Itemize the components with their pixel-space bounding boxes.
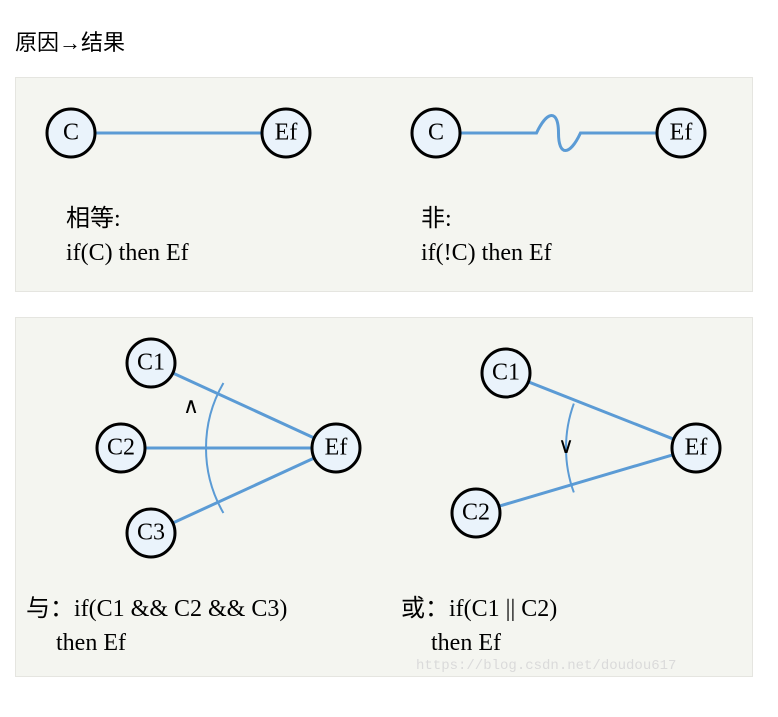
svg-text:Ef: Ef xyxy=(275,120,298,146)
caption-not-zh: 非: xyxy=(421,206,452,232)
caption-not: 非: if(!C) then Ef xyxy=(421,203,552,270)
page-title: 原因→结果 xyxy=(15,25,763,57)
caption-equal-zh: 相等: xyxy=(66,206,121,232)
svg-text:C: C xyxy=(428,120,444,146)
svg-text:Ef: Ef xyxy=(685,435,708,461)
svg-text:Ef: Ef xyxy=(670,120,693,146)
svg-text:C3: C3 xyxy=(137,520,165,546)
svg-text:Ef: Ef xyxy=(325,435,348,461)
caption-and-en2: then Ef xyxy=(56,630,126,656)
caption-and: 与：if(C1 && C2 && C3) then Ef xyxy=(26,593,287,660)
caption-not-en: if(!C) then Ef xyxy=(421,240,552,266)
page-root: 原因→结果 C Ef C Ef 相等: if(C) then Ef 非: if(!C)… xyxy=(0,0,778,717)
caption-and-en1: if(C1 && C2 && C3) xyxy=(74,596,287,622)
svg-text:C2: C2 xyxy=(107,435,135,461)
svg-text:C: C xyxy=(63,120,79,146)
cause-effect-panel-2: ∧ C1 C2 C3 Ef ∨ C1 C2 Ef 与：if(C1 && C2 && C3) th… xyxy=(15,317,753,677)
svg-text:∨: ∨ xyxy=(558,433,574,458)
cause-effect-panel-1: C Ef C Ef 相等: if(C) then Ef 非: if(!C) then … xyxy=(15,77,753,292)
caption-equal-en: if(C) then Ef xyxy=(66,240,189,266)
caption-and-zh: 与： xyxy=(26,596,74,622)
svg-text:∧: ∧ xyxy=(183,393,199,418)
svg-text:C1: C1 xyxy=(492,360,520,386)
svg-text:C1: C1 xyxy=(137,350,165,376)
svg-text:C2: C2 xyxy=(462,500,490,526)
caption-or-zh: 或： xyxy=(401,596,449,622)
caption-equal: 相等: if(C) then Ef xyxy=(66,203,189,270)
caption-or-en1: if(C1 || C2) xyxy=(449,596,557,622)
caption-or-en2: then Ef xyxy=(431,630,501,656)
caption-or: 或：if(C1 || C2) then Ef xyxy=(401,593,557,660)
watermark-text: https://blog.csdn.net/doudou617 xyxy=(416,658,676,674)
